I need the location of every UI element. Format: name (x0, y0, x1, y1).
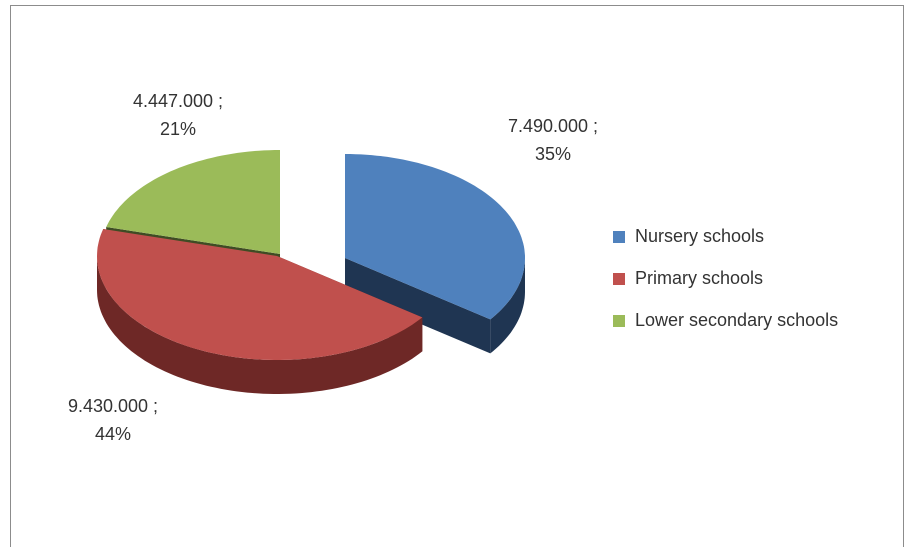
data-label: 7.490.000 ; (508, 116, 598, 136)
legend-swatch (613, 315, 625, 327)
legend-swatch (613, 231, 625, 243)
data-label: 4.447.000 ; (133, 91, 223, 111)
slice-wall (97, 256, 423, 394)
slice-wall (490, 258, 525, 354)
percent-label: 35% (535, 144, 571, 164)
slice (345, 154, 525, 320)
legend-label: Primary schools (635, 268, 763, 288)
slice (106, 150, 280, 254)
legend-label: Lower secondary schools (635, 310, 838, 330)
percent-label: 21% (160, 119, 196, 139)
legend-swatch (613, 273, 625, 285)
data-label: 9.430.000 ; (68, 396, 158, 416)
slice-side (345, 258, 491, 354)
slice (97, 229, 423, 360)
percent-label: 44% (95, 424, 131, 444)
legend-label: Nursery schools (635, 226, 764, 246)
